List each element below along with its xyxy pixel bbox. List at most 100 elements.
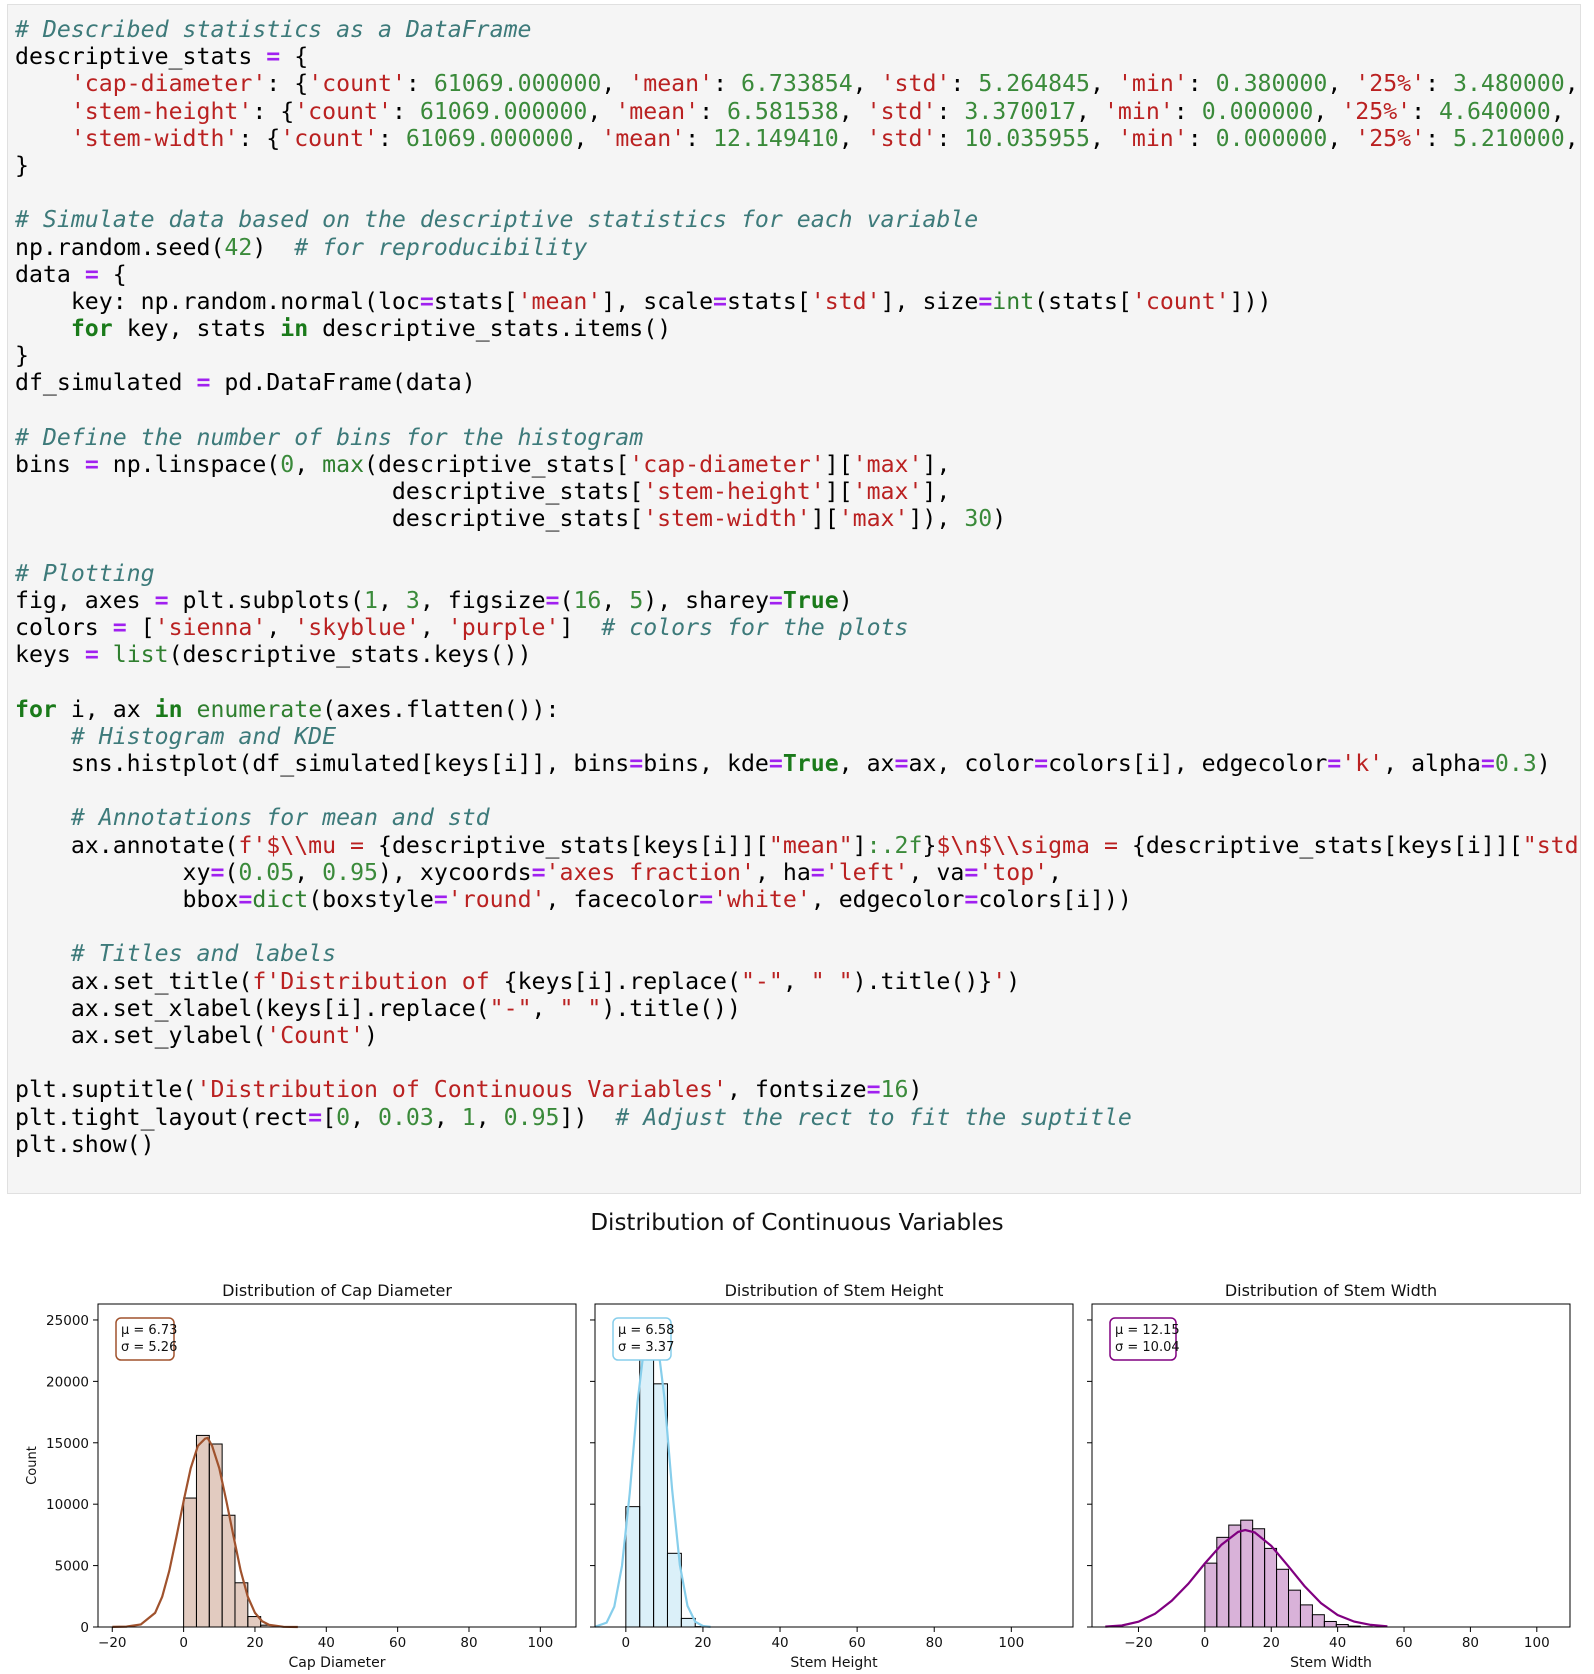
code-token: 30 bbox=[964, 505, 993, 533]
code-token: # colors for the plots bbox=[601, 614, 909, 642]
code-token: , bbox=[782, 967, 811, 995]
y-tick-label: 15000 bbox=[46, 1436, 89, 1452]
subplot-3: Distribution of Stem Width −20 0 20 40 60 80 10… bbox=[1087, 1281, 1571, 1671]
code-token: '25%' bbox=[1341, 97, 1412, 125]
code-line bbox=[15, 777, 1580, 804]
code-token: 'top' bbox=[978, 858, 1049, 886]
code-token: descriptive_stats.items() bbox=[308, 315, 672, 343]
code-line: sns.histplot(df_simulated[keys[i]], bins… bbox=[15, 750, 1580, 778]
code-token bbox=[15, 940, 71, 967]
code-token: :.2f bbox=[866, 831, 923, 859]
axes-frame bbox=[1091, 1303, 1571, 1628]
code-token: ][ bbox=[824, 478, 853, 506]
mean-annotation: μ = 6.73 bbox=[121, 1323, 177, 1338]
code-token: 'stem-width' bbox=[643, 505, 811, 533]
code-token: colors[i], edgecolor bbox=[1048, 750, 1328, 778]
code-line: data = { bbox=[15, 261, 1580, 288]
code-token: # Titles and labels bbox=[70, 940, 337, 968]
code-token: , bbox=[1048, 858, 1063, 886]
code-token: , ha bbox=[754, 858, 811, 886]
code-token: 16 bbox=[573, 586, 602, 614]
code-token: = bbox=[810, 858, 825, 886]
code-token: , bbox=[378, 586, 406, 614]
code-token: colors bbox=[15, 614, 113, 642]
code-token: = bbox=[768, 750, 783, 778]
histogram-bar bbox=[1276, 1568, 1290, 1628]
code-token: ) bbox=[908, 1076, 923, 1104]
code-line: plt.tight_layout(rect=[0, 0.03, 1, 0.95]… bbox=[15, 1103, 1580, 1131]
code-line: descriptive_stats['stem-height']['max'], bbox=[15, 478, 1580, 506]
code-token: = bbox=[531, 858, 546, 886]
code-token: 'std' bbox=[810, 287, 881, 315]
code-token: = bbox=[978, 287, 993, 315]
code-token: = bbox=[1327, 750, 1342, 778]
code-token: , bbox=[475, 1103, 504, 1131]
code-token: np.random.seed( bbox=[15, 233, 225, 261]
code-token: , facecolor bbox=[545, 886, 700, 913]
code-token: 'count' bbox=[280, 124, 378, 152]
code-cell[interactable]: # Described statistics as a DataFrame des… bbox=[7, 4, 1581, 1194]
code-token: = bbox=[866, 1076, 881, 1104]
x-tick-label: 20 bbox=[694, 1635, 711, 1651]
code-line: ax.annotate(f'$\\mu = {descriptive_stats… bbox=[15, 831, 1580, 859]
code-token bbox=[99, 641, 113, 668]
code-token: '25%' bbox=[1355, 124, 1426, 152]
code-line: bins = np.linspace(0, max(descriptive_st… bbox=[15, 451, 1580, 478]
x-tick-label: 100 bbox=[1524, 1635, 1550, 1651]
code-line: plt.show() bbox=[15, 1131, 1580, 1158]
code-token: ), sharey bbox=[643, 586, 769, 614]
code-token: 42 bbox=[224, 233, 253, 261]
code-token: "std" bbox=[1522, 831, 1580, 859]
code-token: [ bbox=[126, 614, 155, 642]
code-token: 'white' bbox=[713, 886, 811, 913]
code-line: descriptive_stats = { bbox=[15, 43, 1580, 70]
code-token: 0.05 bbox=[238, 858, 295, 886]
code-token: for bbox=[70, 315, 113, 343]
code-line: 'stem-width': {'count': 61069.000000, 'm… bbox=[15, 124, 1580, 152]
code-token: 0.95 bbox=[322, 858, 378, 886]
code-line: # Define the number of bins for the hist… bbox=[15, 424, 1580, 451]
code-token: 'max' bbox=[838, 505, 909, 533]
code-token: 0.380000 bbox=[1215, 70, 1328, 98]
figure-plots: Distribution of Cap Diameter −20 0 20 40 60 80… bbox=[25, 1281, 1571, 1671]
code-token: = bbox=[433, 886, 448, 913]
code-token: = bbox=[84, 641, 99, 669]
code-token: 'max' bbox=[852, 451, 923, 478]
code-token: pd.DataFrame(data) bbox=[210, 369, 476, 397]
code-token: 6.733854 bbox=[740, 70, 853, 98]
code-token: list bbox=[112, 641, 169, 669]
code-token: bins, kde bbox=[643, 750, 769, 778]
code-token: {keys[i].replace( bbox=[503, 967, 741, 995]
code-token: 'min' bbox=[1117, 124, 1188, 152]
x-tick-label: 80 bbox=[926, 1635, 943, 1651]
code-line: xy=(0.05, 0.95), xycoords='axes fraction… bbox=[15, 858, 1580, 886]
code-token: : bbox=[713, 70, 741, 98]
code-token: ], bbox=[922, 451, 951, 478]
code-token: "-" bbox=[740, 967, 783, 995]
code-token: {descriptive_stats[keys[i]][ bbox=[1131, 831, 1523, 859]
code-token: f'Distribution of bbox=[252, 967, 504, 995]
code-token: : bbox=[1425, 124, 1453, 152]
code-token: 'stem-width' bbox=[70, 124, 239, 152]
code-token: ( bbox=[559, 586, 574, 614]
code-token: in bbox=[154, 695, 183, 723]
code-token: bins bbox=[15, 451, 85, 478]
code-token: , bbox=[1076, 97, 1104, 125]
code-token: [ bbox=[322, 1103, 337, 1131]
histogram-bar bbox=[1252, 1528, 1266, 1628]
code-token bbox=[15, 70, 71, 97]
code-token: = bbox=[964, 886, 979, 913]
x-tick-label: 100 bbox=[998, 1635, 1024, 1651]
code-token: np.linspace( bbox=[98, 451, 281, 478]
code-token: = bbox=[308, 1103, 323, 1131]
code-token: , bbox=[601, 70, 630, 98]
code-editor[interactable]: # Described statistics as a DataFrame des… bbox=[15, 16, 1580, 1158]
code-token: ][ bbox=[824, 451, 853, 478]
code-token: = bbox=[1480, 750, 1495, 778]
x-tick-label: −20 bbox=[98, 1635, 127, 1651]
code-token: ' bbox=[992, 967, 1007, 995]
code-token: ], scale bbox=[601, 287, 714, 315]
code-token: ]) bbox=[559, 1103, 616, 1131]
code-token: (axes.flatten()): bbox=[322, 695, 560, 723]
stats-annotation-box bbox=[612, 1317, 672, 1361]
